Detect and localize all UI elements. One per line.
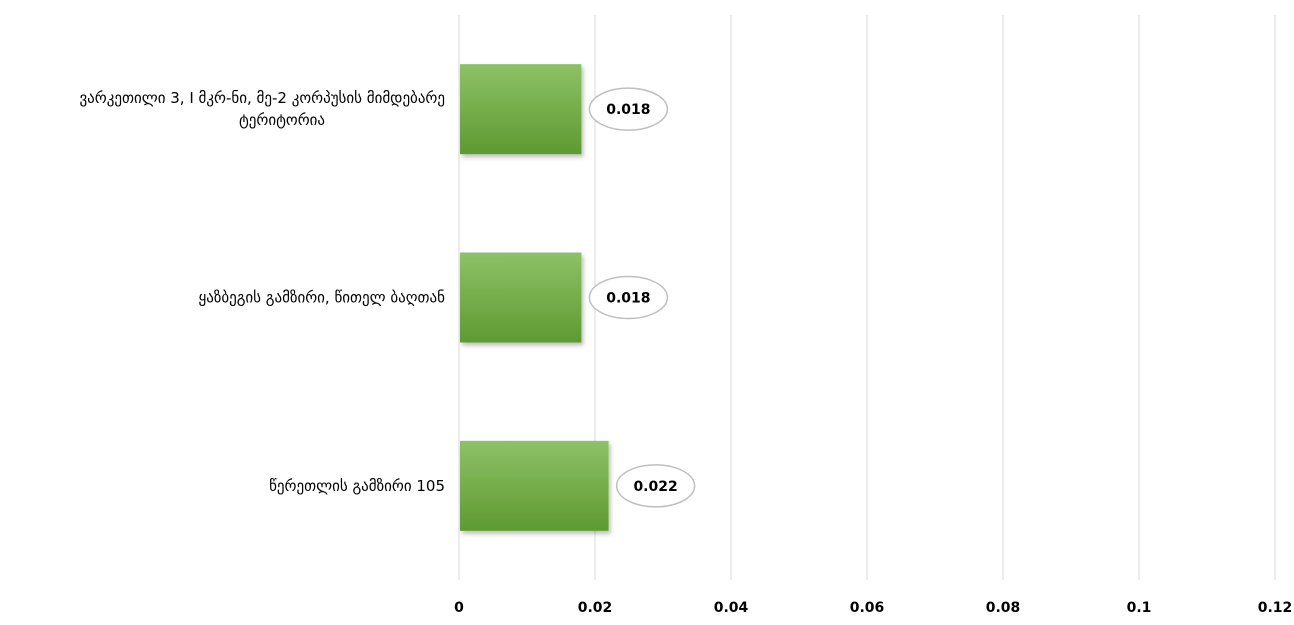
category-label: ვარკეთილი 3, I მკრ-ნი, მე-2 კორპუსის მიმ… xyxy=(79,89,445,129)
data-label: 0.022 xyxy=(633,479,677,495)
data-label-bubble xyxy=(588,87,669,131)
x-tick-label: 0.04 xyxy=(714,600,749,616)
bar xyxy=(460,64,582,155)
x-tick-label: 0.08 xyxy=(986,600,1021,616)
data-label: 0.018 xyxy=(606,291,650,307)
x-tick-label: 0.12 xyxy=(1258,600,1293,616)
x-tick-label: 0.1 xyxy=(1127,600,1152,616)
x-axis-tick-labels: 0 0.02 0.04 0.06 0.08 0.1 0.12 xyxy=(454,600,1292,616)
bar xyxy=(460,440,609,531)
data-label-bubble xyxy=(615,464,696,508)
x-tick-label: 0.02 xyxy=(578,600,613,616)
data-labels: 0.018 0.018 0.022 xyxy=(588,87,696,508)
data-label: 0.018 xyxy=(606,102,650,118)
x-tick-label: 0.06 xyxy=(850,600,885,616)
category-label: წერეთლის გამზირი 105 xyxy=(269,477,445,495)
x-tick-label: 0 xyxy=(454,600,464,616)
category-labels: ვარკეთილი 3, I მკრ-ნი, მე-2 კორპუსის მიმ… xyxy=(79,89,445,495)
category-label: ყაზბეგის გამზირი, წითელ ბაღთან xyxy=(198,289,445,307)
bars xyxy=(460,64,609,531)
bar xyxy=(460,252,582,343)
data-label-bubble xyxy=(588,275,669,320)
